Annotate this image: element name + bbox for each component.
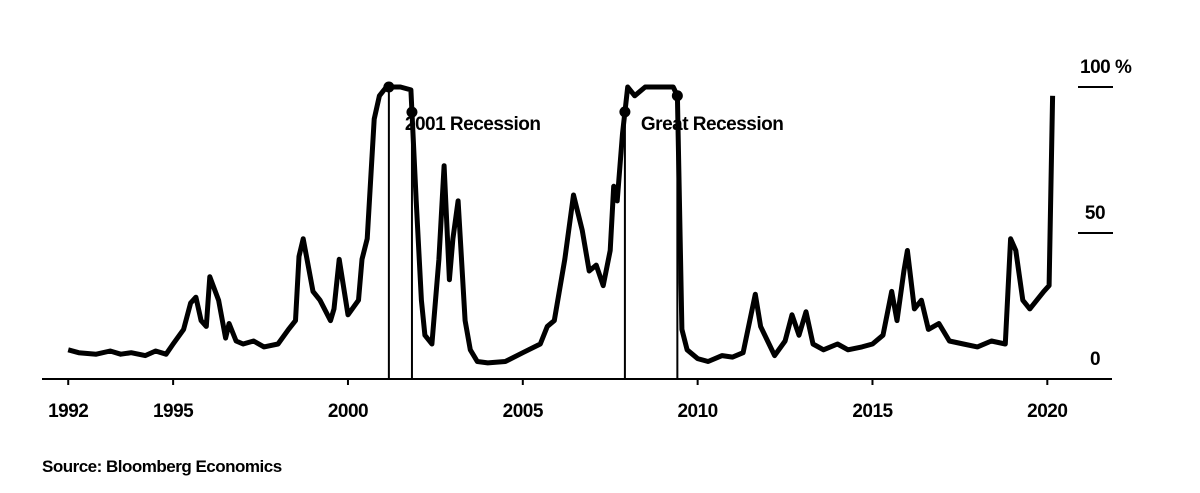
x-tick-label: 2020 <box>1027 401 1067 422</box>
x-tick-label: 2015 <box>852 401 893 422</box>
x-tick-label: 2005 <box>503 401 544 422</box>
y-tick-label: 0 <box>1090 349 1100 370</box>
recession-dot <box>619 106 631 118</box>
data-line <box>67 84 1056 366</box>
source-note: Source: Bloomberg Economics <box>42 457 282 476</box>
y-tick-label: 50 <box>1085 203 1105 224</box>
y-tick-label: 100 % <box>1080 57 1132 78</box>
recession-dot <box>671 90 683 102</box>
x-tick-label: 2010 <box>677 401 717 422</box>
recession-dot <box>383 81 395 93</box>
recession-label: Great Recession <box>641 114 783 135</box>
x-tick-label: 1992 <box>48 401 88 422</box>
x-tick-label: 2000 <box>328 401 368 422</box>
recession-label: 2001 Recession <box>405 114 541 135</box>
recession-dot <box>406 106 418 118</box>
x-tick-label: 1995 <box>153 401 194 422</box>
